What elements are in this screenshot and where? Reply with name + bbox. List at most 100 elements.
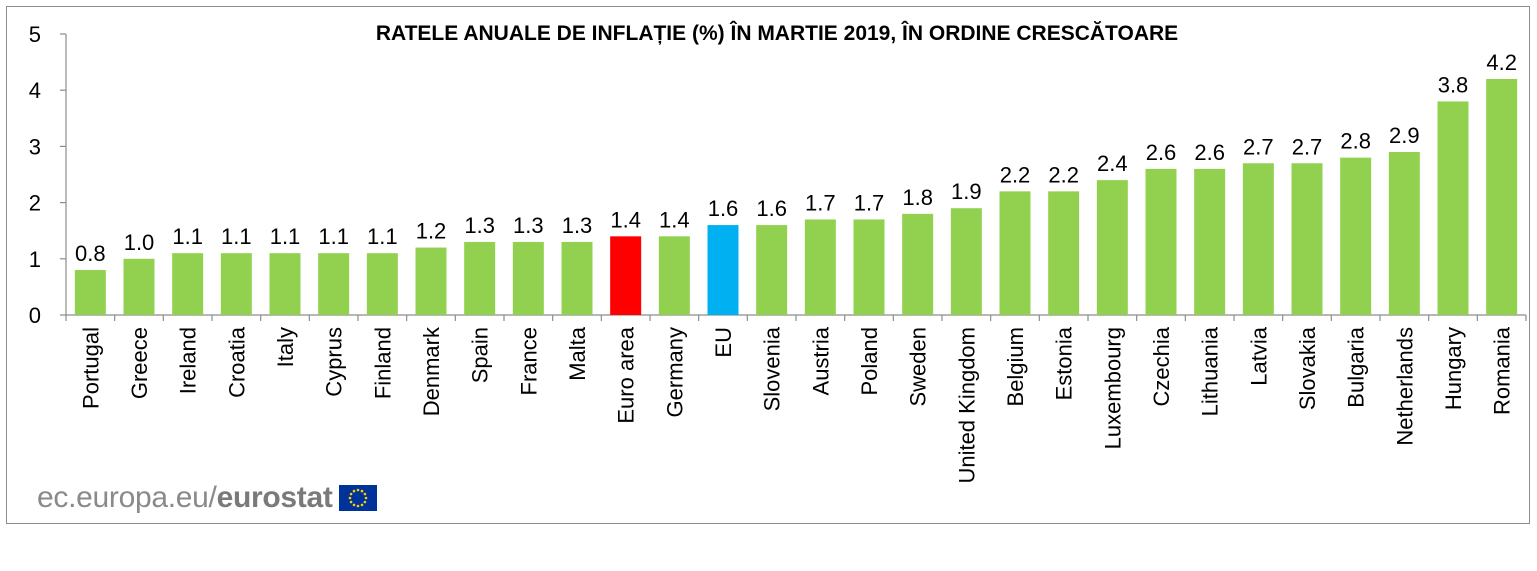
value-label-finland: 1.1: [367, 224, 398, 249]
category-label-euro-area: Euro area: [614, 326, 639, 423]
category-label-croatia: Croatia: [224, 326, 249, 398]
category-label-portugal: Portugal: [78, 327, 103, 409]
flag-star: [363, 500, 366, 504]
bar-bulgaria: [1340, 157, 1372, 315]
value-label-united-kingdom: 1.9: [951, 179, 982, 204]
axes: 0 1 2 3 4 5: [29, 22, 1527, 328]
value-label-spain: 1.3: [464, 213, 495, 238]
category-label-slovenia: Slovenia: [760, 326, 785, 411]
category-label-poland: Poland: [857, 327, 882, 396]
source-brand: eurostat: [216, 481, 333, 514]
bar-eu: [707, 225, 739, 315]
category-label-czechia: Czechia: [1149, 326, 1174, 406]
category-label-belgium: Belgium: [1003, 327, 1028, 406]
category-label-ireland: Ireland: [176, 327, 201, 394]
value-label-eu: 1.6: [708, 196, 739, 221]
flag-star: [349, 492, 352, 496]
bar-luxembourg: [1096, 180, 1128, 315]
bar-czechia: [1145, 168, 1177, 315]
value-label-austria: 1.7: [805, 190, 836, 215]
bar-latvia: [1242, 163, 1274, 315]
category-label-finland: Finland: [370, 327, 395, 399]
category-label-netherlands: Netherlands: [1392, 327, 1417, 446]
category-label-greece: Greece: [127, 327, 152, 399]
flag-star: [352, 503, 355, 507]
value-label-romania: 4.2: [1486, 50, 1517, 75]
category-label-united-kingdom: United Kingdom: [954, 327, 979, 484]
bar-romania: [1486, 78, 1518, 316]
flag-star: [360, 489, 363, 493]
bar-germany: [658, 236, 690, 315]
bar-poland: [853, 219, 885, 315]
bar-lithuania: [1194, 168, 1226, 315]
source-credit: ec.europa.eu/eurostat: [37, 481, 377, 514]
flag-star: [356, 504, 359, 508]
value-label-belgium: 2.2: [1000, 162, 1031, 187]
value-label-france: 1.3: [513, 213, 544, 238]
bar-malta: [561, 241, 593, 315]
value-label-bulgaria: 2.8: [1340, 129, 1371, 154]
category-label-romania: Romania: [1490, 326, 1515, 415]
category-label-austria: Austria: [808, 326, 833, 395]
chart-frame: RATELE ANUALE DE INFLAȚIE (%) ÎN MARTIE …: [6, 6, 1530, 524]
category-label-slovakia: Slovakia: [1295, 326, 1320, 410]
flag-star: [360, 503, 363, 507]
value-label-poland: 1.7: [854, 190, 885, 215]
source-site: ec.europa.eu/: [37, 481, 217, 514]
eu-flag-icon: [338, 485, 377, 511]
category-label-italy: Italy: [273, 327, 298, 367]
flag-star: [349, 500, 352, 504]
value-label-euro-area: 1.4: [610, 207, 641, 232]
value-label-estonia: 2.2: [1048, 162, 1079, 187]
bar-cyprus: [318, 253, 350, 315]
y-tick-label: 2: [29, 191, 41, 216]
bar-sweden: [902, 213, 934, 315]
category-label-sweden: Sweden: [906, 327, 931, 407]
bar-italy: [269, 253, 301, 315]
flag-star: [352, 489, 355, 493]
y-tick-label: 4: [29, 78, 41, 103]
category-label-hungary: Hungary: [1441, 327, 1466, 410]
category-label-france: France: [516, 327, 541, 395]
bar-portugal: [74, 270, 106, 315]
value-label-lithuania: 2.6: [1194, 140, 1225, 165]
category-label-eu: EU: [711, 327, 736, 358]
value-label-luxembourg: 2.4: [1097, 151, 1128, 176]
category-label-spain: Spain: [468, 327, 493, 383]
value-label-czechia: 2.6: [1146, 140, 1177, 165]
value-label-slovenia: 1.6: [756, 196, 787, 221]
bar-hungary: [1437, 101, 1469, 315]
bar-austria: [804, 219, 836, 315]
value-label-greece: 1.0: [124, 230, 155, 255]
category-label-lithuania: Lithuania: [1198, 326, 1223, 416]
flag-star: [348, 496, 351, 500]
flag-star: [363, 492, 366, 496]
value-label-denmark: 1.2: [416, 219, 447, 244]
y-tick-label: 3: [29, 134, 41, 159]
bar-ireland: [172, 253, 204, 315]
category-label-cyprus: Cyprus: [322, 327, 347, 397]
category-label-denmark: Denmark: [419, 326, 444, 416]
bar-united-kingdom: [950, 208, 982, 315]
bar-croatia: [220, 253, 252, 315]
value-label-portugal: 0.8: [75, 241, 106, 266]
flag-star: [364, 496, 367, 500]
bar-denmark: [415, 247, 447, 315]
bar-slovenia: [756, 225, 788, 315]
category-label-luxembourg: Luxembourg: [1100, 327, 1125, 449]
y-tick-label: 1: [29, 247, 41, 272]
value-label-italy: 1.1: [270, 224, 301, 249]
value-label-slovakia: 2.7: [1292, 134, 1323, 159]
value-label-latvia: 2.7: [1243, 134, 1274, 159]
bar-euro-area: [610, 236, 642, 315]
bar-france: [512, 241, 544, 315]
bars: 0.8 Portugal 1.0 Greece 1.1 Ireland 1.1 Croatia…: [74, 50, 1518, 484]
value-label-ireland: 1.1: [172, 224, 203, 249]
value-label-cyprus: 1.1: [318, 224, 349, 249]
category-label-bulgaria: Bulgaria: [1344, 326, 1369, 407]
flag-star: [356, 488, 359, 492]
value-label-hungary: 3.8: [1438, 72, 1469, 97]
chart-title: RATELE ANUALE DE INFLAȚIE (%) ÎN MARTIE …: [376, 21, 1178, 45]
category-label-estonia: Estonia: [1052, 326, 1077, 400]
bar-belgium: [999, 191, 1031, 315]
